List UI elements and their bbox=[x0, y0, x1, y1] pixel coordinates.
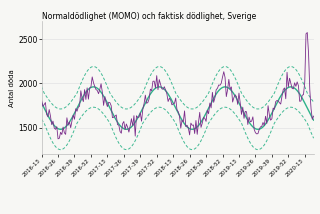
Y-axis label: Antal döda: Antal döda bbox=[9, 69, 15, 107]
Text: Normaldödlighet (MOMO) och faktisk dödlighet, Sverige: Normaldödlighet (MOMO) och faktisk dödli… bbox=[42, 12, 256, 21]
